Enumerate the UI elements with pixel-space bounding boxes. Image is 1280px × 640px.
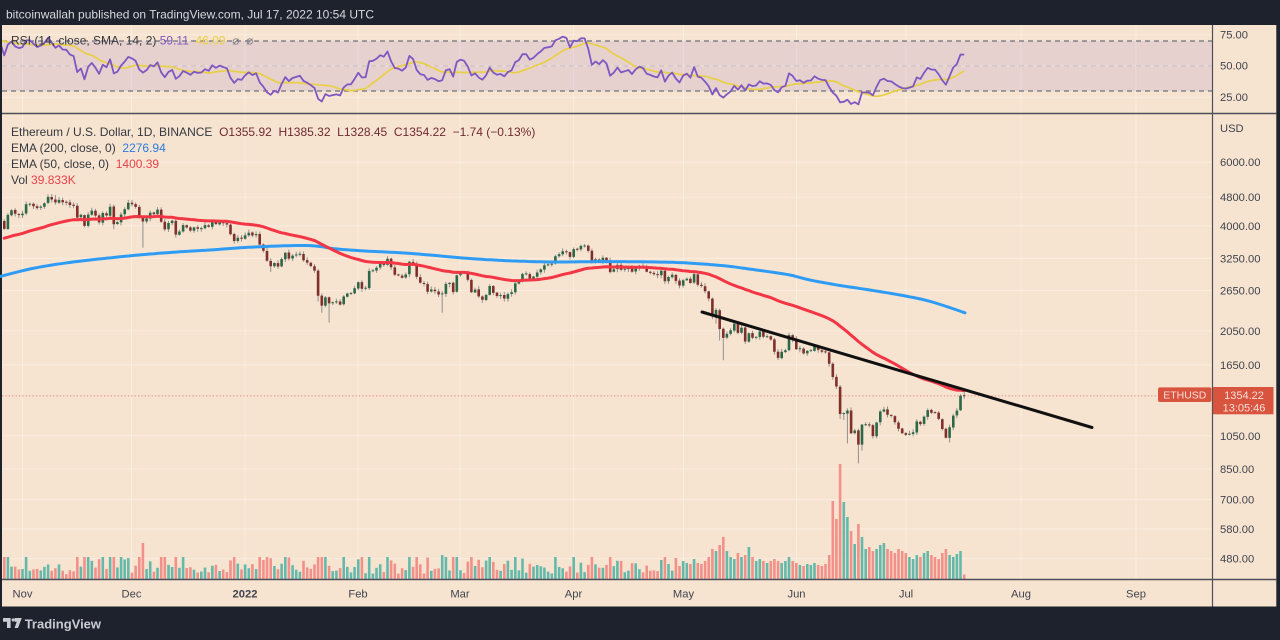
svg-text:Jul: Jul	[899, 589, 913, 601]
svg-text:Ethereum / U.S. Dollar, 1D, BI: Ethereum / U.S. Dollar, 1D, BINANCE O135…	[11, 125, 535, 139]
svg-text:4000.00: 4000.00	[1220, 221, 1260, 233]
svg-text:TradingView: TradingView	[25, 617, 102, 632]
svg-text:1050.00: 1050.00	[1220, 431, 1260, 443]
svg-text:1650.00: 1650.00	[1220, 360, 1260, 372]
svg-text:700.00: 700.00	[1220, 495, 1254, 507]
svg-text:Sep: Sep	[1126, 589, 1146, 601]
svg-text:Mar: Mar	[450, 589, 470, 601]
svg-text:2022: 2022	[233, 589, 258, 601]
svg-text:May: May	[673, 589, 695, 601]
svg-text:EMA (50, close, 0) 1400.39: EMA (50, close, 0) 1400.39	[11, 157, 159, 171]
svg-text:75.00: 75.00	[1220, 30, 1248, 42]
svg-text:850.00: 850.00	[1220, 464, 1254, 476]
svg-text:Dec: Dec	[122, 589, 142, 601]
svg-text:USD: USD	[1220, 123, 1244, 135]
svg-text:Feb: Feb	[348, 589, 367, 601]
svg-text:25.00: 25.00	[1220, 92, 1248, 104]
svg-text:6000.00: 6000.00	[1220, 157, 1260, 169]
svg-text:Nov: Nov	[13, 589, 33, 601]
svg-text:RSI (14, close, SMA, 14, 2) 59: RSI (14, close, SMA, 14, 2) 59.11 46.09 …	[11, 34, 253, 48]
svg-text:1354.22: 1354.22	[1224, 390, 1264, 402]
svg-text:4800.00: 4800.00	[1220, 192, 1260, 204]
svg-text:3250.00: 3250.00	[1220, 253, 1260, 265]
svg-text:EMA (200, close, 0) 2276.94: EMA (200, close, 0) 2276.94	[11, 141, 166, 155]
svg-text:580.00: 580.00	[1220, 524, 1254, 536]
svg-text:ETHUSD: ETHUSD	[1163, 390, 1207, 402]
svg-text:2050.00: 2050.00	[1220, 326, 1260, 338]
svg-text:bitcoinwallah published on Tra: bitcoinwallah published on TradingView.c…	[6, 8, 374, 22]
svg-text:Vol 39.833K: Vol 39.833K	[11, 173, 76, 187]
svg-text:Aug: Aug	[1011, 589, 1031, 601]
svg-text:2650.00: 2650.00	[1220, 286, 1260, 298]
svg-text:13:05:46: 13:05:46	[1223, 402, 1266, 414]
svg-text:Jun: Jun	[787, 589, 805, 601]
svg-text:480.00: 480.00	[1220, 554, 1254, 566]
svg-text:50.00: 50.00	[1220, 61, 1248, 73]
svg-text:Apr: Apr	[565, 589, 583, 601]
